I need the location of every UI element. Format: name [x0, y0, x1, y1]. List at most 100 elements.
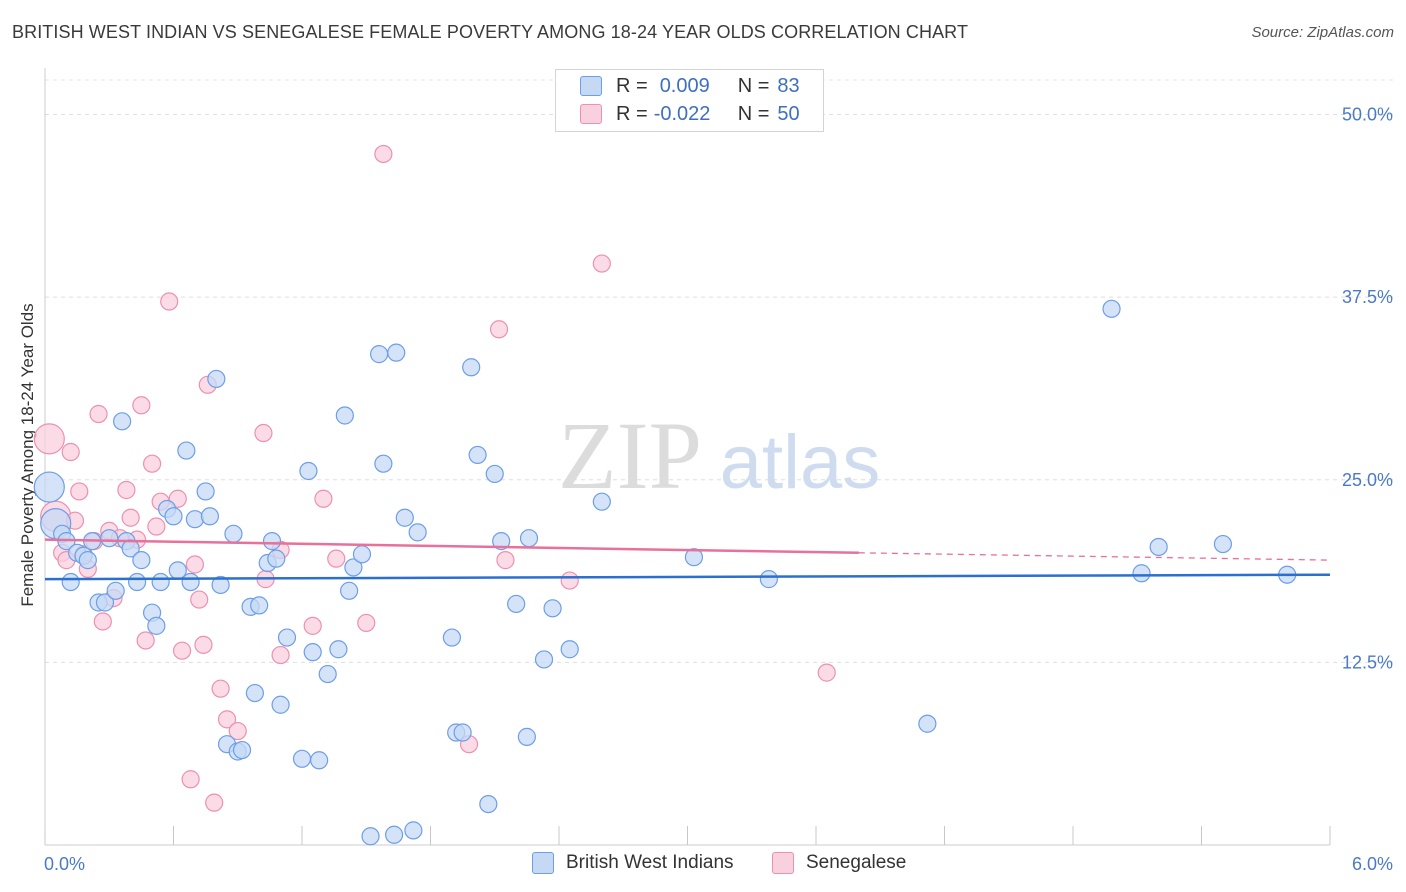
british-west-indians-point — [408, 523, 427, 542]
watermark-atlas: atlas — [720, 420, 881, 505]
senegalese-point — [142, 454, 162, 473]
senegalese-point — [181, 770, 200, 789]
british-west-indians-point — [329, 640, 348, 659]
senegalese-point — [132, 396, 151, 415]
tick-labels: 12.5% 25.0% 37.5% 50.0% 0.0% 6.0% — [44, 105, 1393, 874]
british-west-indians-point — [1132, 564, 1151, 583]
n-label: N = — [737, 74, 770, 97]
senegalese-point — [489, 320, 509, 339]
legend-label: British West Indians — [566, 852, 734, 873]
r-value: 0.009 — [659, 74, 710, 97]
british-west-indians-point — [303, 643, 322, 662]
british-west-indians-point — [196, 482, 215, 501]
senegalese-point — [33, 423, 65, 455]
senegalese-trend-line — [44, 538, 859, 555]
british-west-indians-point — [1213, 534, 1233, 554]
british-west-indians-trend-line — [44, 573, 1331, 581]
british-west-indians-point — [277, 628, 297, 647]
british-west-indians-point — [224, 524, 243, 543]
british-west-indians-point — [318, 664, 337, 684]
british-west-indians-point — [370, 345, 389, 364]
watermark-zip: ZIP — [558, 402, 702, 509]
chart-source: Source: ZipAtlas.com — [1251, 24, 1394, 41]
british-west-indians-point — [560, 640, 579, 659]
british-west-indians-point — [127, 572, 147, 592]
pink-swatch — [580, 104, 602, 124]
british-west-indians-point — [519, 529, 539, 548]
axes — [44, 68, 1331, 846]
british-west-indians-point — [759, 570, 778, 589]
british-west-indians-point — [112, 412, 132, 431]
british-west-indians-point — [211, 575, 230, 595]
blue-swatch — [532, 852, 554, 874]
senegalese-point — [205, 793, 224, 812]
british-west-indians-point — [106, 581, 125, 600]
r-value: -0.022 — [653, 102, 711, 125]
british-west-indians-point — [384, 825, 404, 844]
british-west-indians-point — [684, 548, 704, 567]
british-west-indians-point — [292, 749, 312, 768]
british-west-indians-point — [492, 532, 511, 551]
y-tick-label: 25.0% — [1342, 470, 1393, 490]
british-west-indians-point — [453, 723, 472, 742]
senegalese-point — [327, 549, 346, 568]
british-west-indians-points — [33, 299, 1297, 846]
british-west-indians-point — [271, 695, 290, 714]
british-west-indians-point — [33, 471, 65, 503]
british-west-indians-point — [200, 507, 220, 526]
senegalese-point — [147, 517, 166, 536]
british-west-indians-point — [181, 572, 200, 592]
chart-title: BRITISH WEST INDIAN VS SENEGALESE FEMALE… — [12, 22, 969, 42]
x-tick-label: 0.0% — [44, 854, 85, 874]
senegalese-point — [89, 404, 108, 424]
senegalese-point — [172, 641, 192, 660]
british-west-indians-point — [352, 545, 372, 564]
x-tick-label: 6.0% — [1352, 854, 1393, 874]
stats-legend: R = 0.009 N = 83 R = -0.022 N = 50 — [555, 69, 824, 132]
senegalese-point — [592, 254, 611, 273]
british-west-indians-point — [78, 551, 97, 570]
british-west-indians-point — [100, 529, 119, 548]
senegalese-point — [560, 571, 579, 590]
senegalese-point — [374, 144, 393, 164]
n-value: 83 — [777, 74, 800, 97]
british-west-indians-point — [335, 406, 354, 425]
senegalese-trend-line-extension — [858, 552, 1331, 561]
legend-label: Senegalese — [806, 852, 907, 873]
british-west-indians-point — [395, 508, 414, 527]
y-tick-label: 50.0% — [1342, 105, 1393, 125]
british-west-indians-point — [151, 572, 170, 592]
stats-legend-row-pink: R = -0.022 N = 50 — [580, 101, 800, 127]
senegalese-point — [93, 612, 112, 631]
blue-swatch — [580, 76, 602, 96]
british-west-indians-point — [250, 596, 269, 615]
british-west-indians-point — [479, 794, 498, 814]
r-label: R = — [616, 102, 648, 125]
british-west-indians-point — [485, 464, 504, 484]
senegalese-point — [314, 489, 333, 508]
british-west-indians-point — [177, 441, 196, 460]
r-label: R = — [616, 74, 648, 97]
stats-legend-row-blue: R = 0.009 N = 83 — [580, 73, 800, 99]
trend-lines — [44, 538, 1331, 581]
senegalese-point — [271, 645, 290, 665]
british-west-indians-point — [299, 461, 318, 481]
n-value: 50 — [777, 102, 800, 125]
legend-item-senegalese: Senegalese — [772, 852, 906, 874]
senegalese-point — [817, 663, 836, 682]
senegalese-point — [357, 613, 376, 633]
senegalese-point — [211, 679, 230, 698]
british-west-indians-point — [374, 454, 393, 473]
senegalese-point — [190, 590, 209, 609]
british-west-indians-point — [61, 572, 80, 592]
british-west-indians-point — [543, 599, 562, 618]
british-west-indians-point — [592, 492, 611, 511]
british-west-indians-point — [918, 714, 937, 733]
n-label: N = — [737, 102, 770, 125]
british-west-indians-point — [267, 549, 286, 568]
british-west-indians-point — [245, 683, 264, 703]
senegalese-point — [185, 555, 205, 574]
british-west-indians-point — [185, 510, 205, 529]
senegalese-point — [70, 482, 89, 501]
